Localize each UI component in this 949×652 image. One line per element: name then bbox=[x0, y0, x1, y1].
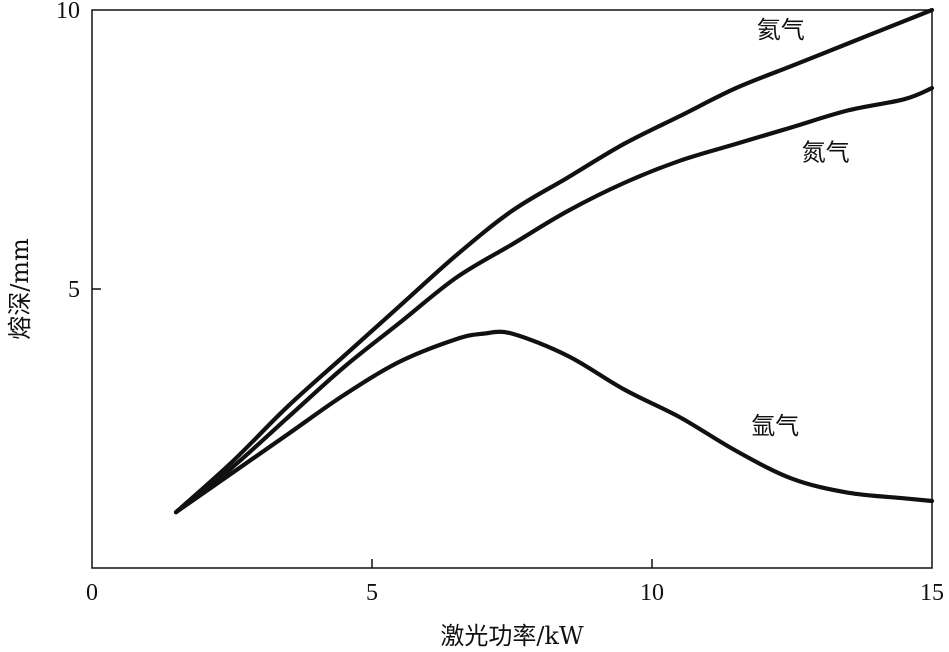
series-line-helium bbox=[173, 7, 935, 515]
y-tick-label: 10 bbox=[56, 0, 80, 24]
x-tick-label: 0 bbox=[86, 580, 98, 606]
series-label-nitrogen: 氮气 bbox=[802, 139, 850, 167]
x-axis-title: 激光功率/kW bbox=[440, 622, 584, 650]
series-line-argon bbox=[173, 329, 935, 515]
x-tick-label: 15 bbox=[920, 580, 944, 606]
series-line-nitrogen bbox=[173, 86, 935, 515]
y-tick-label: 5 bbox=[68, 277, 80, 303]
series-label-helium: 氦气 bbox=[757, 16, 805, 44]
series-label-argon: 氩气 bbox=[751, 412, 799, 440]
x-tick-label: 5 bbox=[366, 580, 378, 606]
x-tick-label: 10 bbox=[640, 580, 664, 606]
curves-group bbox=[173, 7, 935, 515]
y-axis-title: 熔深/mm bbox=[6, 238, 34, 340]
axis-ticks: 0 5 10 15 5 10 bbox=[56, 0, 944, 606]
